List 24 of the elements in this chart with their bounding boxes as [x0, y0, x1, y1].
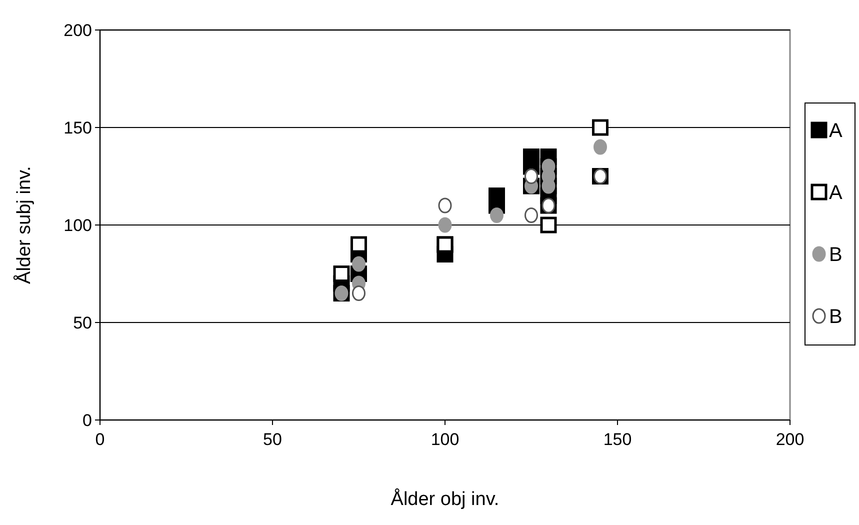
legend-label: A	[829, 182, 843, 204]
point	[333, 266, 350, 282]
x-tick-label: 0	[95, 430, 105, 449]
y-tick-label: 150	[64, 118, 92, 138]
point	[540, 216, 557, 234]
point	[592, 119, 608, 136]
x-tick-label: 50	[263, 430, 282, 449]
point	[594, 139, 607, 155]
y-tick-label: 50	[73, 313, 92, 332]
y-axis-title: Ålder subj inv.	[13, 166, 35, 284]
legend-label: B	[829, 244, 842, 266]
x-tick-label: 150	[603, 430, 632, 449]
x-tick-label: 100	[430, 430, 460, 449]
x-tick-label: 200	[776, 430, 804, 449]
point	[490, 208, 504, 223]
legend-label: A	[829, 120, 843, 142]
point	[438, 217, 452, 233]
point	[352, 286, 366, 301]
point	[352, 256, 366, 272]
y-tick-label: 0	[82, 410, 92, 430]
legend-label: B	[829, 306, 842, 328]
x-axis-title: Ålder obj inv.	[390, 488, 500, 510]
y-tick-label: 200	[64, 20, 92, 40]
y-tick-label: 100	[64, 216, 92, 235]
